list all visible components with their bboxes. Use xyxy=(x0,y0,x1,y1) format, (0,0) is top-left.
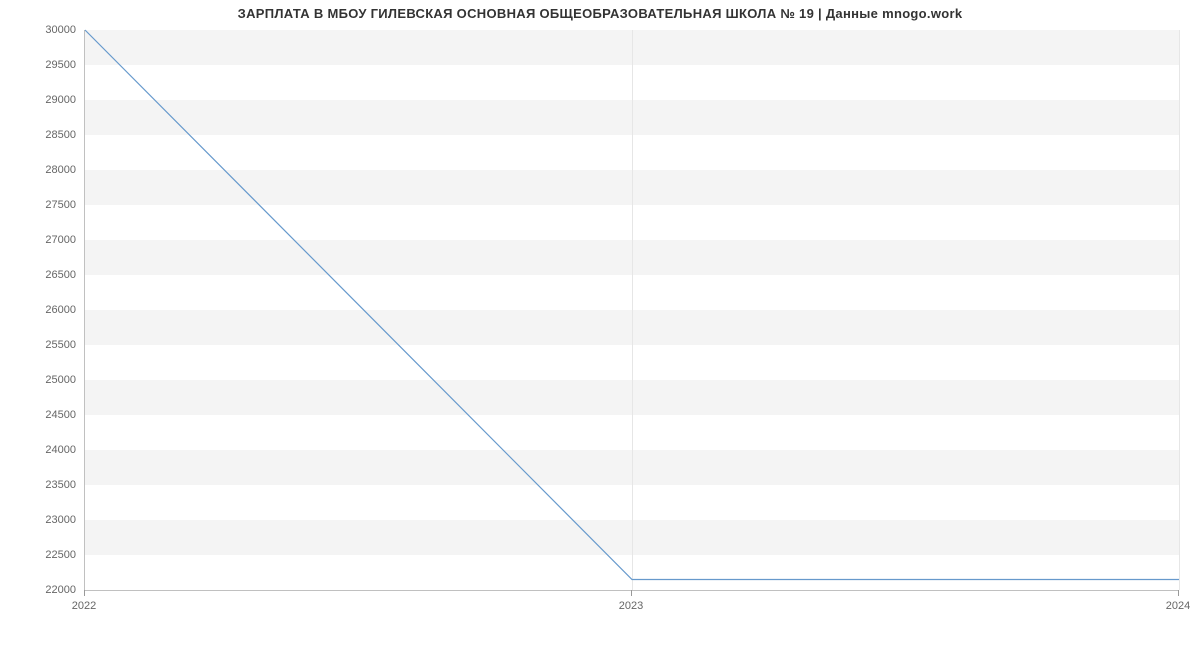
y-tick-label: 26500 xyxy=(26,269,76,281)
y-tick-label: 29500 xyxy=(26,59,76,71)
x-tick-label: 2024 xyxy=(1166,600,1190,612)
x-tick-mark xyxy=(1178,590,1179,596)
series-layer xyxy=(85,30,1179,590)
line-chart: ЗАРПЛАТА В МБОУ ГИЛЕВСКАЯ ОСНОВНАЯ ОБЩЕО… xyxy=(0,0,1200,650)
x-tick-label: 2022 xyxy=(72,600,96,612)
y-tick-label: 24000 xyxy=(26,444,76,456)
chart-title: ЗАРПЛАТА В МБОУ ГИЛЕВСКАЯ ОСНОВНАЯ ОБЩЕО… xyxy=(0,6,1200,21)
y-tick-label: 27000 xyxy=(26,234,76,246)
y-tick-label: 30000 xyxy=(26,24,76,36)
y-tick-label: 29000 xyxy=(26,94,76,106)
y-tick-label: 24500 xyxy=(26,409,76,421)
plot-area xyxy=(84,30,1179,591)
x-tick-mark xyxy=(84,590,85,596)
y-tick-label: 25000 xyxy=(26,374,76,386)
x-tick-label: 2023 xyxy=(619,600,643,612)
y-tick-label: 26000 xyxy=(26,304,76,316)
y-tick-label: 28000 xyxy=(26,164,76,176)
y-tick-label: 23000 xyxy=(26,514,76,526)
y-tick-label: 25500 xyxy=(26,339,76,351)
y-tick-label: 28500 xyxy=(26,129,76,141)
y-tick-label: 22500 xyxy=(26,549,76,561)
y-tick-label: 23500 xyxy=(26,479,76,491)
x-gridline xyxy=(1179,30,1180,590)
y-tick-label: 27500 xyxy=(26,199,76,211)
y-tick-label: 22000 xyxy=(26,584,76,596)
x-tick-mark xyxy=(631,590,632,596)
series-line-salary xyxy=(85,30,1179,580)
